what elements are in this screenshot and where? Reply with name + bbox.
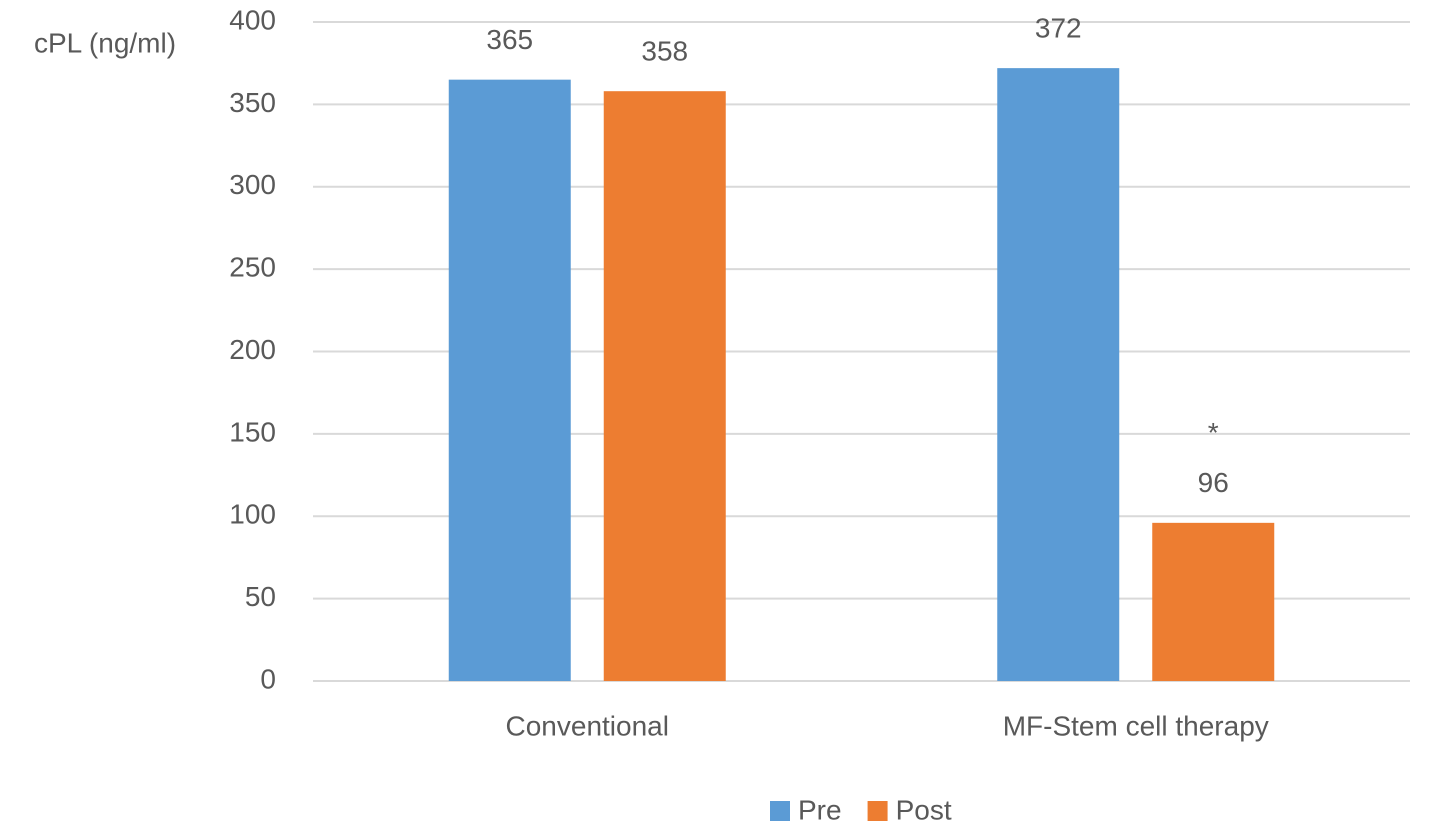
x-tick-label: Conventional [506,710,669,741]
y-tick-label: 100 [229,499,276,530]
data-label: 372 [1035,13,1082,44]
y-tick-label: 250 [229,252,276,283]
y-tick-label: 150 [229,416,276,447]
data-label: 365 [486,24,533,55]
y-axis-label: cPL (ng/ml) [34,27,176,58]
bar [997,68,1120,681]
y-tick-label: 350 [229,87,276,118]
y-tick-label: 400 [229,4,276,35]
y-tick-label: 300 [229,169,276,200]
data-label: 358 [641,36,688,67]
legend-label: Pre [798,794,842,825]
bar [448,79,571,682]
legend-label: Post [896,794,952,825]
legend-swatch [770,801,790,821]
legend-swatch [867,801,888,821]
y-tick-label: 0 [260,663,276,694]
x-tick-label: MF-Stem cell therapy [1003,710,1269,741]
bar [603,91,726,681]
y-tick-label: 50 [245,581,276,612]
bar [1152,522,1275,681]
y-tick-label: 200 [229,334,276,365]
data-label: 96 [1198,467,1229,498]
annotation: * [1208,417,1219,448]
